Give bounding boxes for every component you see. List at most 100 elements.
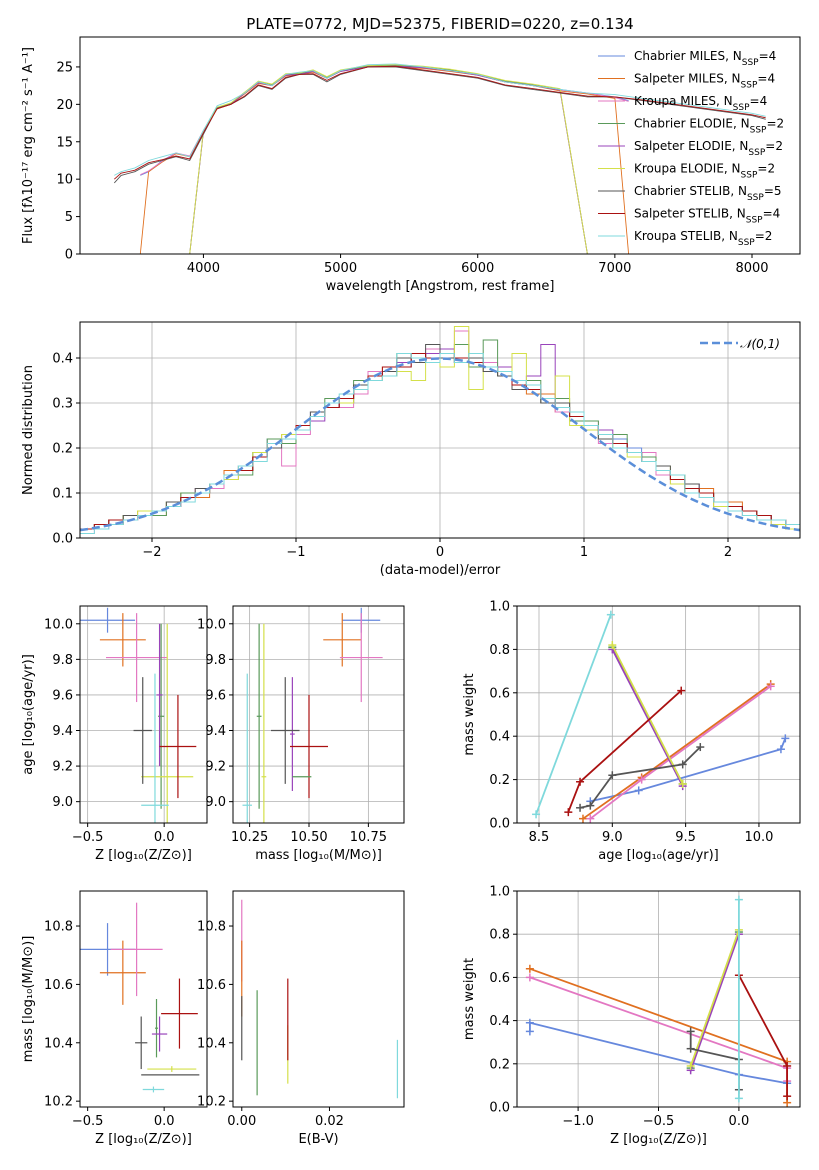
gaussian-legend-label: 𝒩(0,1) bbox=[740, 337, 780, 351]
y-tick-label: 0.3 bbox=[52, 397, 73, 412]
x-tick-label: 9.5 bbox=[675, 830, 696, 845]
y-tick-label: 1.0 bbox=[489, 600, 510, 615]
legend-entry: Kroupa ELODIE, NSSP=2 bbox=[634, 162, 775, 181]
y-axis-label: age [log₁₀(age/yr)] bbox=[21, 654, 36, 775]
age-vs-mass-panel: 10.25 10.50 10.75 9.0 9.2 9.4 9.6 9.8 10.0 mass [… bbox=[197, 605, 405, 863]
spectrum-line bbox=[189, 64, 588, 254]
y-tick-label: 0.0 bbox=[52, 532, 73, 547]
axes-frame bbox=[79, 605, 208, 824]
x-tick-label: −1.0 bbox=[562, 1114, 594, 1129]
x-axis-label: wavelength [Angstrom, rest frame] bbox=[326, 279, 555, 294]
massweight-vs-age-panel: 8.5 9.0 9.5 10.0 0.0 0.2 0.4 0.6 0.8 1.0 age [log₁… bbox=[462, 600, 801, 863]
weight-line bbox=[611, 648, 684, 787]
y-axis-label: mass [log₁₀(M/M⊙)] bbox=[21, 936, 36, 1063]
y-tick-label: 0.0 bbox=[489, 1101, 510, 1116]
spectrum-line bbox=[114, 63, 766, 176]
weight-line bbox=[689, 933, 740, 1071]
y-tick-label: 10.6 bbox=[197, 978, 226, 993]
error-bars bbox=[80, 902, 200, 1093]
y-tick-label: 0.4 bbox=[489, 730, 510, 745]
x-tick-label: 10.0 bbox=[744, 830, 773, 845]
y-tick-label: 9.2 bbox=[52, 760, 73, 775]
y-tick-label: 10.8 bbox=[197, 920, 226, 935]
weight-line bbox=[529, 1021, 788, 1085]
weight-line bbox=[689, 929, 740, 1067]
weight-line bbox=[582, 683, 772, 820]
y-tick-label: 0.8 bbox=[489, 928, 510, 943]
spectrum-line bbox=[189, 64, 588, 254]
legend-entry: Kroupa MILES, NSSP=4 bbox=[634, 94, 767, 113]
y-tick-label: 1.0 bbox=[489, 885, 510, 900]
y-tick-label: 9.6 bbox=[205, 688, 226, 703]
x-axis-label: Z [log₁₀(Z/Z⊙)] bbox=[95, 1132, 192, 1147]
y-tick-label: 0 bbox=[65, 248, 73, 263]
x-tick-label: 8000 bbox=[735, 261, 768, 276]
x-axis-label: age [log₁₀(age/yr)] bbox=[598, 848, 719, 863]
chart-title: PLATE=0772, MJD=52375, FIBERID=0220, z=0… bbox=[246, 15, 633, 33]
residual-panel: −2 −1 0 1 2 0.0 0.1 0.2 0.3 0.4 (data-model)/error… bbox=[21, 321, 801, 578]
y-tick-label: 0.1 bbox=[52, 487, 73, 502]
x-tick-label: 5000 bbox=[324, 261, 357, 276]
y-tick-label: 10.4 bbox=[197, 1036, 226, 1051]
x-tick-label: 10.75 bbox=[350, 830, 387, 845]
x-tick-label: −1 bbox=[286, 545, 305, 560]
error-bars bbox=[242, 607, 383, 823]
x-tick-label: −2 bbox=[142, 545, 161, 560]
spectrum-panel: 4000 5000 6000 7000 8000 0 5 10 15 20 25 wavelength… bbox=[21, 36, 801, 294]
x-axis-label: E(B-V) bbox=[298, 1132, 338, 1147]
y-axis-label: mass weight bbox=[462, 673, 477, 755]
age-vs-Z-panel: −0.5 0.0 9.0 9.2 9.4 9.6 9.8 10.0 Z [log₁₀(Z/Z⊙)… bbox=[21, 605, 208, 863]
weight-lines bbox=[525, 895, 792, 1107]
y-tick-label: 9.0 bbox=[205, 795, 226, 810]
y-tick-label: 10 bbox=[56, 173, 73, 188]
x-tick-label: 0.0 bbox=[154, 830, 175, 845]
spectrum-line bbox=[114, 65, 766, 180]
x-axis-label: Z [log₁₀(Z/Z⊙)] bbox=[610, 1132, 707, 1147]
legend-entry: Chabrier STELIB, NSSP=5 bbox=[634, 184, 782, 203]
weight-line bbox=[689, 1031, 740, 1090]
x-tick-label: 0.02 bbox=[315, 1114, 344, 1129]
y-tick-label: 10.0 bbox=[197, 617, 226, 632]
x-tick-label: −0.5 bbox=[72, 830, 104, 845]
spectrum-line bbox=[140, 64, 629, 176]
y-tick-label: 0.2 bbox=[489, 773, 510, 788]
massweight-vs-Z-panel: −1.0 −0.5 0.0 0.0 0.2 0.4 0.6 0.8 1.0 Z [log₁₀(Z/… bbox=[462, 885, 801, 1147]
x-tick-label: 10.50 bbox=[290, 830, 327, 845]
error-bars bbox=[241, 899, 399, 1099]
x-tick-label: 2 bbox=[724, 545, 732, 560]
axes-frame bbox=[516, 605, 801, 824]
error-bars bbox=[80, 607, 197, 823]
y-tick-label: 0.2 bbox=[489, 1057, 510, 1072]
y-tick-label: 10.2 bbox=[44, 1095, 73, 1110]
y-tick-label: 9.0 bbox=[52, 795, 73, 810]
y-tick-label: 10.0 bbox=[44, 617, 73, 632]
weight-lines bbox=[532, 610, 790, 823]
spectrum-line bbox=[189, 65, 588, 254]
y-tick-label: 0.4 bbox=[489, 1014, 510, 1029]
x-tick-label: 4000 bbox=[187, 261, 220, 276]
y-tick-label: 0.6 bbox=[489, 971, 510, 986]
y-tick-label: 9.6 bbox=[52, 688, 73, 703]
x-tick-label: 0.00 bbox=[227, 1114, 256, 1129]
y-tick-label: 9.4 bbox=[205, 724, 226, 739]
gaussian-curve bbox=[80, 357, 800, 532]
mass-vs-Z-panel: −0.5 0.0 10.2 10.4 10.6 10.8 Z [log₁₀(Z/Z⊙)] ma… bbox=[21, 890, 208, 1147]
y-tick-label: 0.0 bbox=[489, 817, 510, 832]
legend-entry: Salpeter MILES, NSSP=4 bbox=[634, 72, 775, 91]
y-axis-label: Flux [fλ10⁻¹⁷ erg cm⁻² s⁻¹ A⁻¹] bbox=[21, 47, 36, 244]
y-tick-label: 9.2 bbox=[205, 760, 226, 775]
y-axis-label: mass weight bbox=[462, 958, 477, 1040]
x-tick-label: 0.0 bbox=[154, 1114, 175, 1129]
y-tick-label: 10.6 bbox=[44, 978, 73, 993]
y-tick-label: 10.2 bbox=[197, 1095, 226, 1110]
x-tick-label: 1 bbox=[580, 545, 588, 560]
x-tick-label: 0.0 bbox=[729, 1114, 750, 1129]
y-tick-label: 25 bbox=[56, 60, 73, 75]
spectrum-legend: Chabrier MILES, NSSP=4 Salpeter MILES, NS… bbox=[598, 49, 784, 248]
x-tick-label: 9.0 bbox=[602, 830, 623, 845]
spectrum-line bbox=[140, 65, 629, 176]
axes-frame bbox=[79, 890, 208, 1108]
mass-vs-EBV-panel: 0.00 0.02 10.2 10.4 10.6 10.8 E(B-V) bbox=[197, 890, 405, 1147]
y-tick-label: 20 bbox=[56, 98, 73, 113]
